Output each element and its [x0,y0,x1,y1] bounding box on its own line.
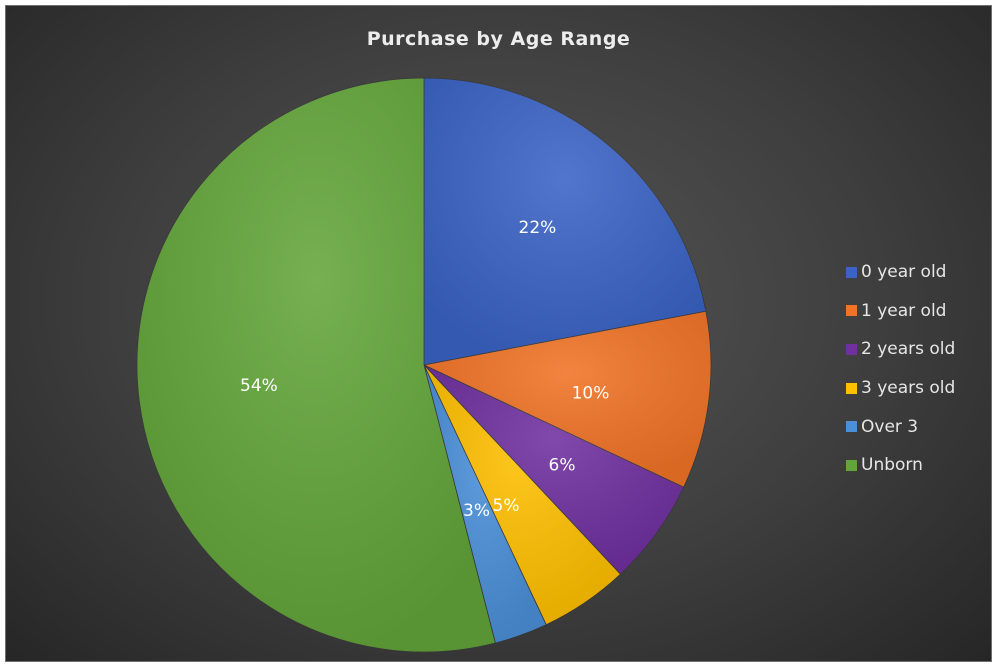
legend-label: 0 year old [861,262,947,283]
pie-slices [136,77,712,653]
legend-label: 2 years old [861,339,956,360]
chart-legend: 0 year old 1 year old 2 years old 3 years o… [846,253,955,485]
legend-swatch [846,266,857,278]
legend-swatch [846,382,857,394]
legend-swatch [846,343,857,355]
legend-label: Over 3 [861,416,919,437]
pie-slice-shade-2-years-old [424,365,684,575]
legend-swatch [846,459,857,471]
data-label-unborn: 54% [240,376,278,396]
data-label-over-3: 3% [463,501,490,521]
pie-slice-shade-0-year-old [424,78,706,365]
legend-label: Unborn [861,455,923,476]
legend-item-1-year-old: 1 year old [846,292,955,331]
chart-area: Purchase by Age Range 22% 10% 6% 5% 3% 54% 0 … [5,5,992,662]
legend-swatch [846,421,857,433]
data-label-1-year-old: 10% [572,383,610,403]
legend-item-over-3: Over 3 [846,407,955,446]
pie-slice-shade-over-3 [424,365,547,643]
data-label-0-year-old: 22% [519,218,557,238]
legend-item-0-year-old: 0 year old [846,253,955,292]
pie-slice-shade-3-years-old [424,365,621,625]
legend-label: 1 year old [861,300,947,321]
legend-item-unborn: Unborn [846,446,955,485]
pie-data-labels: 22% 10% 6% 5%3% 54% [240,218,609,521]
pie-chart: 22% 10% 6% 5%3% 54% [136,77,712,653]
legend-swatch [846,305,857,317]
legend-label: 3 years old [861,378,956,399]
pie-slice-shade-unborn [136,77,496,653]
data-label-3-years-old: 5% [493,496,520,516]
data-label-2-years-old: 6% [549,456,576,476]
legend-item-2-years-old: 2 years old [846,330,955,369]
legend-item-3-years-old: 3 years old [846,369,955,408]
chart-title: Purchase by Age Range [366,28,631,50]
pie-slice-shade-1-year-old [424,311,712,488]
